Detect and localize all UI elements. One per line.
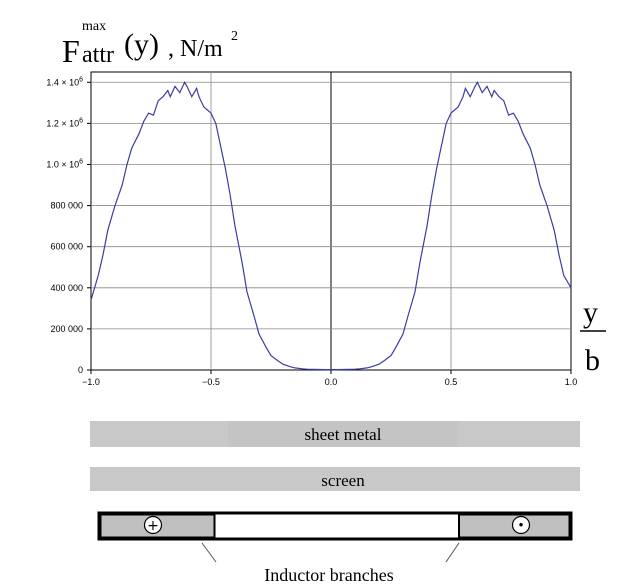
y-tick-label: 800 000 [50, 201, 83, 211]
y-tick-label: 1.2 × 106 [46, 117, 83, 128]
title-units: , N/m [168, 36, 223, 62]
current-in-symbol-glyph: + [147, 518, 159, 534]
x-tick-label: 0.0 [325, 377, 338, 387]
title-argument: (y) [124, 28, 159, 61]
current-in-symbol [143, 515, 163, 535]
plot-area: 0 200 000 400 000 600 000 800 000 1.0 × 106 1.… [46, 71, 577, 387]
x-axis-label-denominator: b [585, 344, 600, 377]
x-tick-label: −1.0 [82, 377, 100, 387]
y-tick-label: 600 000 [50, 242, 83, 252]
current-out-symbol [511, 515, 531, 535]
title-main: F [62, 33, 80, 69]
y-axis-ticks: 0 200 000 400 000 600 000 800 000 1.0 × 106 1.… [46, 76, 91, 375]
y-tick-label: 400 000 [50, 283, 83, 293]
screen-bar [90, 467, 580, 491]
inductor-branches-label: Inductor branches [264, 565, 393, 585]
y-tick-label: 1.0 × 106 [46, 158, 83, 169]
data-series-line [90, 81, 572, 371]
chart-title: F max attr (y) , N/m 2 [62, 19, 238, 69]
x-tick-label: 1.0 [565, 377, 578, 387]
screen-label: screen [321, 471, 365, 490]
current-out-symbol-glyph: • [517, 519, 524, 533]
title-subscript: attr [82, 42, 114, 68]
x-axis-ticks: −1.0 −0.5 0.0 0.5 1.0 [82, 370, 577, 387]
title-superscript: max [82, 19, 106, 34]
x-tick-label: −0.5 [202, 377, 220, 387]
x-tick-label: 0.5 [445, 377, 458, 387]
leader-line-right [445, 542, 460, 563]
y-tick-label: 200 000 [50, 324, 83, 334]
y-tick-label: 0 [78, 365, 83, 375]
leader-line-left [201, 542, 217, 563]
x-axis-label-numerator: y [583, 296, 598, 329]
sheet-metal-label-bg [228, 421, 458, 447]
sheet-metal-label: sheet metal [305, 425, 382, 444]
grid-lines [91, 72, 571, 370]
x-axis-label: y b [580, 296, 606, 377]
y-tick-label: 1.4 × 106 [46, 76, 83, 87]
inductor: + • [97, 511, 573, 541]
title-units-exponent: 2 [231, 29, 238, 44]
